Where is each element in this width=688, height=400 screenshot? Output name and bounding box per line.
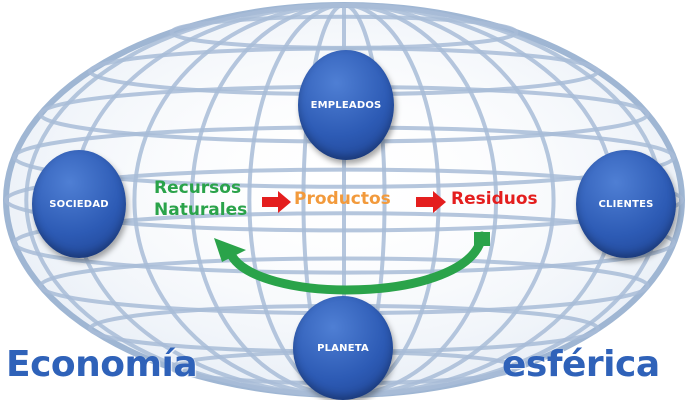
recursos-naturales-label: Recursos Naturales [154,177,247,221]
cycle-arrow [225,231,487,295]
node-empleados: EMPLEADOS [298,50,394,160]
node-clientes-label: CLIENTES [598,198,654,210]
productos-label: Productos [294,189,391,209]
flow-arrow-2 [416,191,446,213]
node-sociedad-label: SOCIEDAD [49,198,109,210]
node-sociedad: SOCIEDAD [32,150,126,258]
cycle-arrow-tail [474,232,490,246]
cycle-arrow-head [214,238,246,262]
title-word-economia: Economía [6,344,198,385]
node-clientes: CLIENTES [576,150,676,258]
recursos-line1: Recursos [154,178,242,198]
flow-arrow-1 [262,191,291,213]
title-word-esferica: esférica [502,344,660,385]
recursos-line2: Naturales [154,200,248,220]
node-empleados-label: EMPLEADOS [310,99,382,111]
residuos-label: Residuos [451,189,538,209]
node-planeta: PLANETA [293,296,393,400]
node-planeta-label: PLANETA [317,342,369,354]
